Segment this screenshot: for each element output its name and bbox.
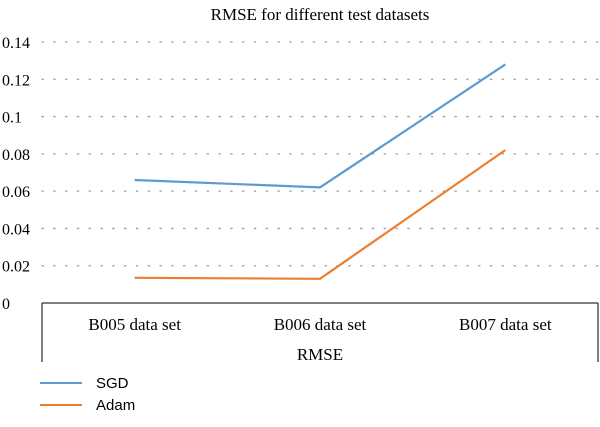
y-tick-label: 0.1 [2,110,22,127]
y-tick-label: 0.12 [2,72,30,89]
y-tick-label: 0.04 [2,221,30,238]
x-axis-label: RMSE [297,345,343,364]
y-tick-label: 0.06 [2,184,30,201]
legend-label-sgd: SGD [96,374,129,392]
legend-swatch-adam [40,404,82,406]
chart-title: RMSE for different test datasets [211,5,430,24]
y-axis-ticks: 0 0.02 0.04 0.06 0.08 0.1 0.12 0.14 [2,35,30,313]
legend-label-adam: Adam [96,396,136,414]
series-line-adam [134,149,506,280]
y-tick-label: 0.14 [2,35,30,52]
x-axis-ticks: B005 data set B006 data set B007 data set [88,315,551,334]
y-tick-label: 0.08 [2,147,30,164]
legend: SGD Adam [40,372,240,416]
y-tick-label: 0.02 [2,259,30,276]
y-tick-label: 0 [2,296,10,313]
x-tick-label: B007 data set [459,315,552,334]
series-line-sgd [134,63,506,189]
legend-item-sgd: SGD [40,372,240,394]
legend-swatch-sgd [40,382,82,384]
legend-item-adam: Adam [40,394,240,416]
x-tick-label: B006 data set [274,315,367,334]
category-axis-frame [41,302,599,362]
x-tick-label: B005 data set [88,315,181,334]
series-lines [134,63,506,280]
grid-lines [41,41,599,267]
